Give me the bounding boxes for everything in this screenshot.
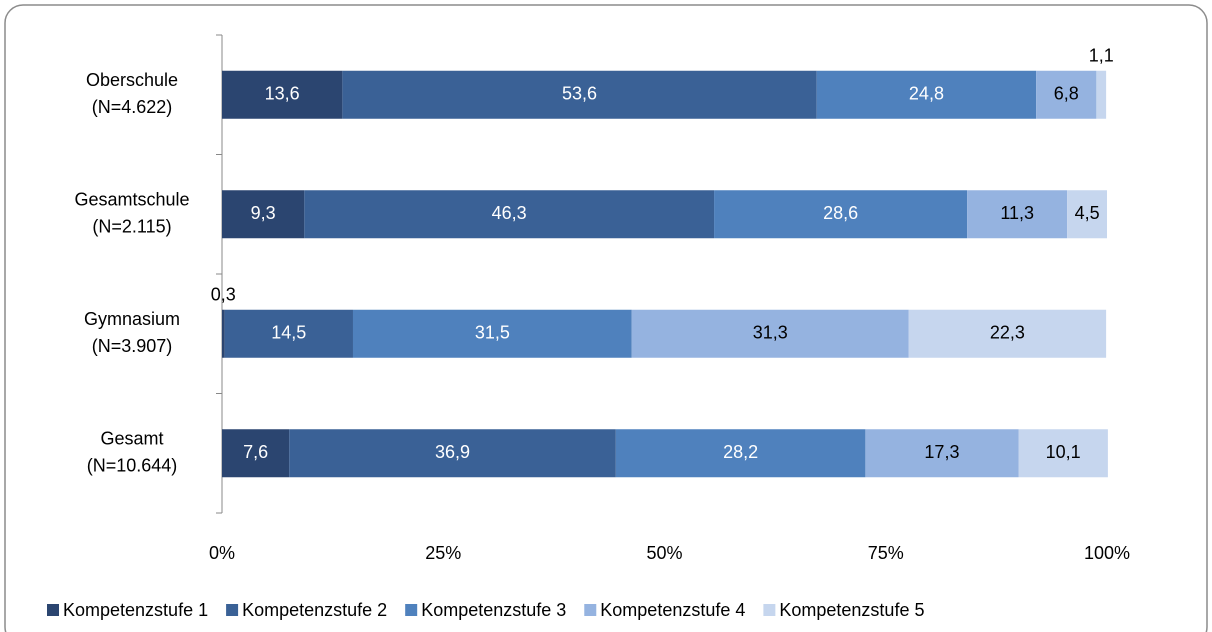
data-label: 31,5 [475, 323, 510, 343]
bar-segment [816, 70, 1037, 119]
bar-segment [222, 70, 343, 119]
y-tick-label: Oberschule [86, 70, 178, 90]
x-tick-label: 75% [868, 543, 904, 563]
data-label: 9,3 [251, 203, 276, 223]
y-tick-label: (N=3.907) [92, 336, 173, 356]
bar-segment [631, 309, 909, 358]
bar-segment [714, 190, 968, 239]
bar-segment [222, 429, 290, 478]
bar-segment [342, 70, 817, 119]
bar-segment [1096, 70, 1107, 119]
bar-segment [865, 429, 1019, 478]
bar-segment [615, 429, 866, 478]
bar-segment [304, 190, 715, 239]
legend-swatch [584, 604, 597, 616]
data-label: 14,5 [271, 323, 306, 343]
data-label: 6,8 [1054, 84, 1079, 104]
bar-segment [1036, 70, 1097, 119]
data-label: 4,5 [1075, 203, 1100, 223]
bar-segment [967, 190, 1068, 239]
data-label: 22,3 [990, 323, 1025, 343]
data-label: 46,3 [492, 203, 527, 223]
legend-label: Kompetenzstufe 4 [600, 600, 745, 620]
data-label: 31,3 [753, 323, 788, 343]
bar-segment [222, 190, 305, 239]
data-label: 10,1 [1046, 442, 1081, 462]
y-tick-label: (N=10.644) [87, 456, 178, 476]
legend-label: Kompetenzstufe 3 [421, 600, 566, 620]
y-tick-label: Gesamt [100, 429, 163, 449]
y-tick-label: Gesamtschule [74, 190, 189, 210]
legend-swatch [226, 604, 239, 616]
data-label: 1,1 [1089, 46, 1114, 66]
data-label: 7,6 [243, 442, 268, 462]
data-label: 28,6 [823, 203, 858, 223]
data-label: 13,6 [265, 84, 300, 104]
y-tick-label: (N=2.115) [92, 217, 171, 237]
x-tick-label: 50% [646, 543, 682, 563]
data-label: 28,2 [723, 442, 758, 462]
data-label: 0,3 [211, 285, 236, 305]
bar-segment [1067, 190, 1107, 239]
legend-label: Kompetenzstufe 1 [63, 600, 208, 620]
legend-label: Kompetenzstufe 2 [242, 600, 387, 620]
bar-segment [352, 309, 632, 358]
data-label: 17,3 [924, 442, 959, 462]
y-tick-label: Gymnasium [84, 309, 180, 329]
legend-swatch [763, 604, 776, 616]
data-label: 53,6 [562, 84, 597, 104]
data-label: 36,9 [435, 442, 470, 462]
x-tick-label: 0% [209, 543, 235, 563]
bar-segment [289, 429, 616, 478]
legend-label: Kompetenzstufe 5 [779, 600, 924, 620]
y-tick-label: (N=4.622) [92, 97, 173, 117]
bar-segment [222, 309, 225, 358]
bar-segment [224, 309, 353, 358]
data-label: 11,3 [1000, 203, 1034, 223]
bar-segment [1018, 429, 1108, 478]
x-tick-label: 100% [1084, 543, 1130, 563]
legend-swatch [47, 604, 59, 616]
bar-segment [908, 309, 1107, 358]
legend-swatch [405, 604, 418, 616]
data-label: 24,8 [909, 84, 944, 104]
x-tick-label: 25% [425, 543, 461, 563]
